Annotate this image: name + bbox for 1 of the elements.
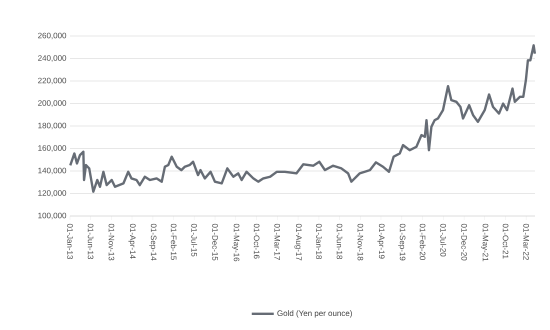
- line-series: [69, 44, 536, 193]
